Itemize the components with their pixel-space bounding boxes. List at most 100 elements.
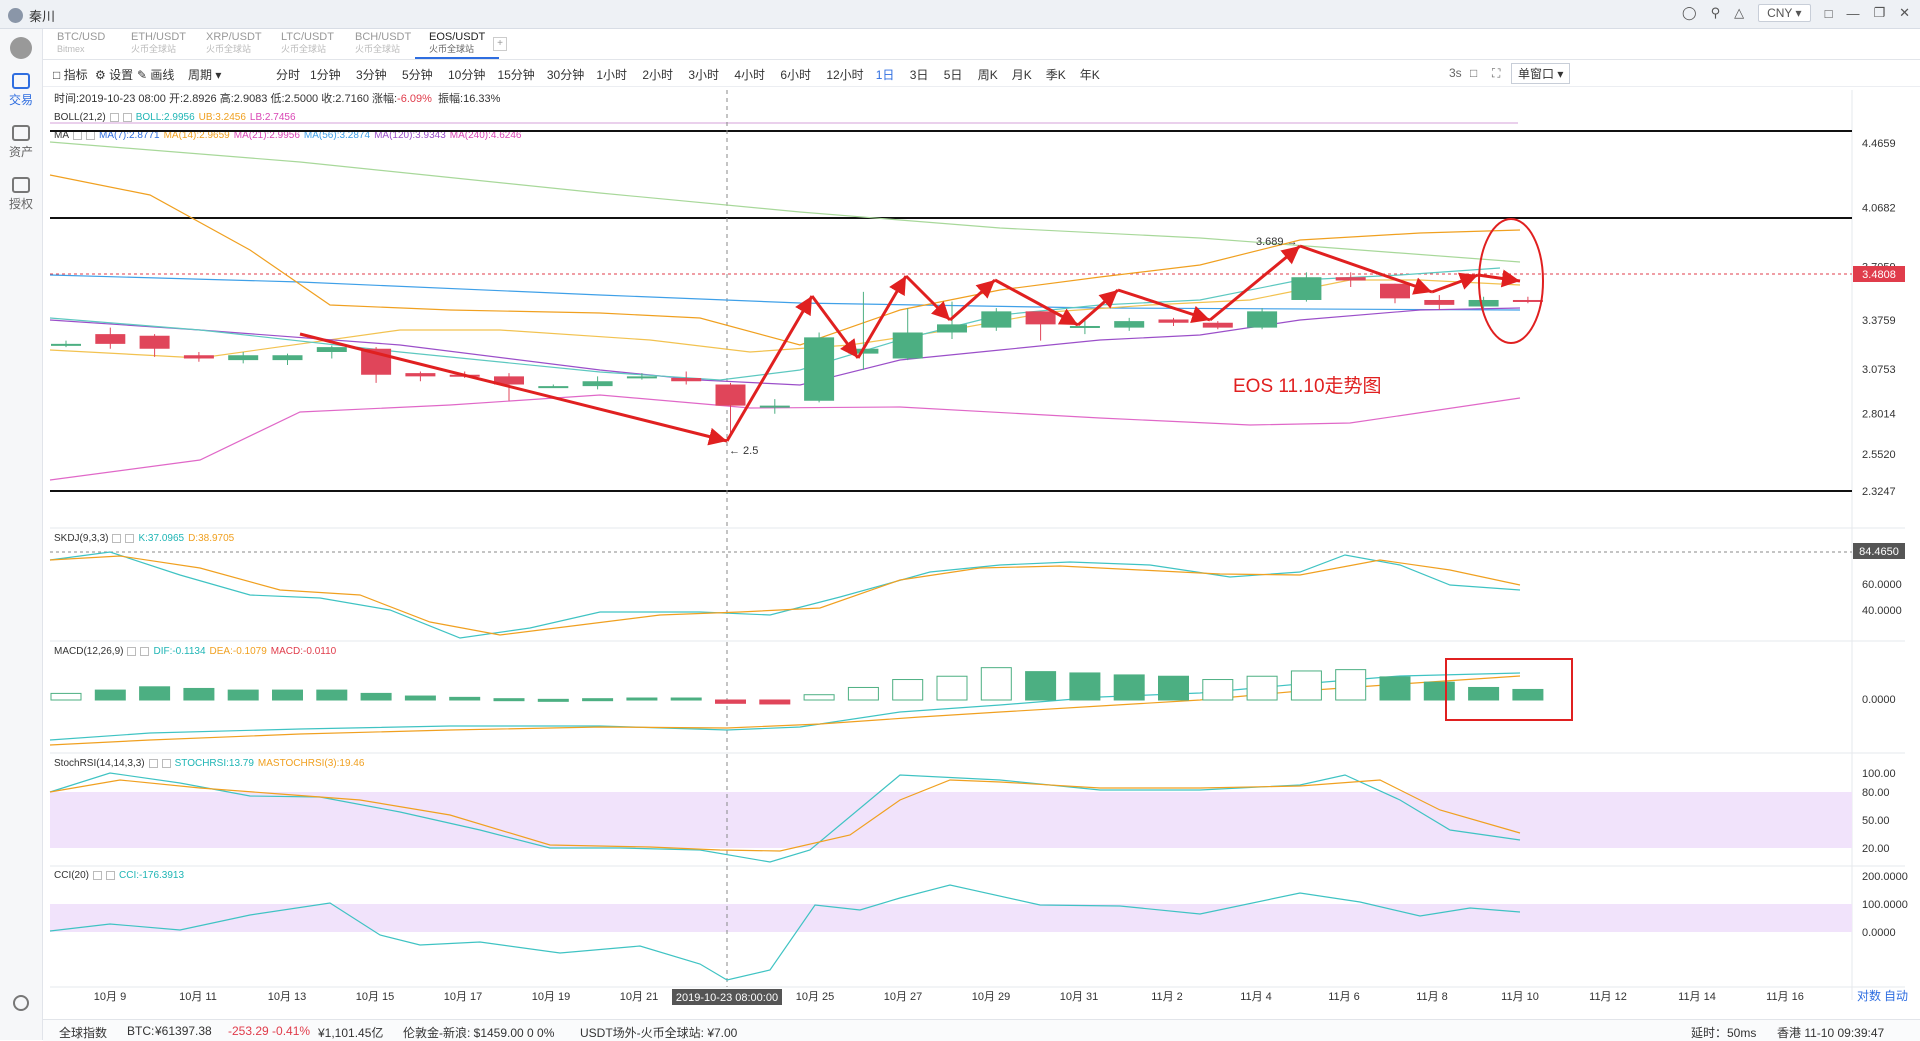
global-index[interactable]: 全球指数 <box>59 1026 108 1040</box>
draw-button[interactable]: ✎ 画线 <box>137 68 175 82</box>
search-icon[interactable]: ⚲ <box>1710 5 1721 20</box>
close-icon[interactable] <box>125 534 135 543</box>
time-tick: 10月 31 <box>1060 991 1099 1003</box>
fullscreen-icon[interactable]: ⛶ <box>1492 66 1501 80</box>
interval-14[interactable]: 3日 <box>909 68 929 82</box>
visibility-icon[interactable] <box>127 647 137 656</box>
bell-icon[interactable]: ◯ <box>1682 5 1697 20</box>
interval-13[interactable]: 1日 <box>875 68 895 82</box>
sidebar-item-auth[interactable]: 授权 <box>0 177 42 212</box>
interval-16[interactable]: 周K <box>977 68 998 82</box>
interval-10[interactable]: 4小时 <box>734 68 765 82</box>
interval-2[interactable]: 3分钟 <box>356 68 387 82</box>
refresh-rate[interactable]: 3s <box>1449 66 1462 80</box>
log-scale-toggle[interactable]: 对数 <box>1857 988 1881 1003</box>
trend-arrow <box>1209 244 1301 322</box>
auto-scale-toggle[interactable]: 自动 <box>1884 989 1908 1003</box>
boll-lb: LB:2.7456 <box>249 112 296 123</box>
interval-15[interactable]: 5日 <box>943 68 963 82</box>
close-icon[interactable] <box>122 113 132 122</box>
macd-bar <box>892 679 924 701</box>
candle-body <box>494 376 524 385</box>
interval-19[interactable]: 年K <box>1079 68 1100 82</box>
tab-eth-usdt[interactable]: ETH/USDT 火币全球站 <box>131 31 186 57</box>
macd-bar <box>936 675 968 701</box>
stochrsi-tick: 80.00 <box>1862 787 1890 799</box>
interval-18[interactable]: 季K <box>1045 68 1066 82</box>
restore-icon[interactable]: ❐ <box>1873 5 1886 20</box>
tab-pair: EOS/USDT <box>429 31 486 43</box>
interval-7[interactable]: 1小时 <box>596 68 627 82</box>
kline-chart[interactable]: 4.46594.06823.70593.37593.07532.80142.55… <box>0 0 1920 1018</box>
settings-icon[interactable] <box>0 995 42 1011</box>
interval-6[interactable]: 30分钟 <box>546 68 585 82</box>
macd-bar <box>493 698 525 702</box>
crosshair-date: 2019-10-23 08:00:00 <box>676 992 778 1004</box>
add-tab-button[interactable]: + <box>493 37 507 51</box>
candle-body <box>671 377 702 382</box>
sidebar: 交易 资产 授权 <box>0 29 43 1040</box>
interval-17[interactable]: 月K <box>1011 68 1032 82</box>
status-bar: 全球指数 BTC: ¥61397.38 -253.29 -0.41% ¥1,10… <box>43 1019 1920 1041</box>
visibility-icon[interactable] <box>109 113 119 122</box>
tab-btc-usd[interactable]: BTC/USD Bitmex <box>57 31 105 57</box>
amplitude-value: 振幅:16.33% <box>438 93 501 105</box>
close-icon[interactable]: ✕ <box>1899 5 1910 20</box>
price-tick: 2.8014 <box>1862 409 1896 421</box>
candle-body <box>715 384 746 406</box>
window-mode-select[interactable]: 单窗口 ▾ <box>1511 63 1571 84</box>
macd-legend: MACD(12,26,9) DIF:-0.1134 DEA:-0.1079 MACD:… <box>54 646 336 657</box>
visibility-icon[interactable] <box>93 871 103 880</box>
annotation-text: EOS 11.10走势图 <box>1233 375 1382 397</box>
close-icon[interactable] <box>140 647 150 656</box>
sidebar-item-trade[interactable]: 交易 <box>0 73 42 108</box>
pin-icon[interactable]: □ <box>1824 5 1833 21</box>
interval-5[interactable]: 15分钟 <box>497 68 535 82</box>
tab-exchange: Bitmex <box>57 44 85 54</box>
interval-8[interactable]: 2小时 <box>642 68 673 82</box>
candle-body <box>1291 277 1322 300</box>
interval-1[interactable]: 1分钟 <box>310 68 341 82</box>
ma14: MA(14):2.9659 <box>163 130 230 141</box>
tab-exchange: 火币全球站 <box>355 44 401 54</box>
settings-button[interactable]: ⚙ 设置 <box>95 68 134 82</box>
interval-0[interactable]: 分时 <box>276 68 301 82</box>
interval-9[interactable]: 3小时 <box>688 68 719 82</box>
skdj-tick: 60.0000 <box>1862 579 1902 591</box>
visibility-icon[interactable] <box>148 759 158 768</box>
highlight-ellipse <box>1478 218 1544 344</box>
indicator-button[interactable]: □ 指标 <box>53 68 88 82</box>
time-tick: 10月 27 <box>884 991 923 1003</box>
screenshot-icon[interactable]: □ <box>1470 66 1478 80</box>
btc-label: BTC: <box>127 1024 155 1038</box>
tab-ltc-usdt[interactable]: LTC/USDT 火币全球站 <box>281 31 334 57</box>
logo-icon <box>0 37 42 59</box>
minimize-icon[interactable]: — <box>1846 5 1860 21</box>
key-icon <box>12 177 30 193</box>
tab-xrp-usdt[interactable]: XRP/USDT 火币全球站 <box>206 31 262 57</box>
interval-12[interactable]: 12小时 <box>826 68 864 82</box>
macd-bar <box>1025 671 1057 701</box>
interval-11[interactable]: 6小时 <box>780 68 811 82</box>
price-tick: 2.3247 <box>1862 486 1896 498</box>
macd-bar <box>803 694 835 701</box>
tab-bch-usdt[interactable]: BCH/USDT 火币全球站 <box>355 31 411 57</box>
interval-4[interactable]: 10分钟 <box>448 68 486 82</box>
price-tick: 3.0753 <box>1862 364 1896 376</box>
tab-eos-usdt[interactable]: EOS/USDT 火币全球站 <box>415 31 500 59</box>
interval-3[interactable]: 5分钟 <box>402 68 433 82</box>
sidebar-item-assets[interactable]: 资产 <box>0 125 42 160</box>
settings-label: 设置 <box>109 68 134 82</box>
visibility-icon[interactable] <box>112 534 122 543</box>
close-icon[interactable] <box>106 871 116 880</box>
macd-dif-line <box>49 672 1521 741</box>
candle-body <box>1202 322 1233 328</box>
shirt-icon[interactable]: △ <box>1734 5 1745 20</box>
avatar <box>8 8 23 23</box>
user-menu[interactable]: 秦川 <box>8 6 55 25</box>
close-icon[interactable] <box>161 759 171 768</box>
period-select[interactable]: 周期 ▾ <box>188 68 222 82</box>
cci-tick: 0.0000 <box>1862 927 1896 939</box>
currency-select[interactable]: CNY ▾ <box>1758 4 1811 22</box>
macd-bar <box>1512 688 1544 701</box>
